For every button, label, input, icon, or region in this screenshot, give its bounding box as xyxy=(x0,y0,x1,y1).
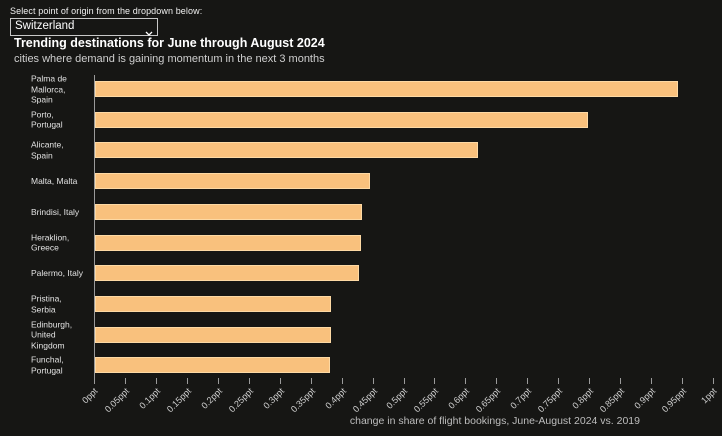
x-tick xyxy=(496,378,498,384)
bar xyxy=(95,265,360,282)
x-tick-label: 0.8ppt xyxy=(570,386,596,411)
x-tick-label: 0.35ppt xyxy=(288,386,317,415)
chart-title: Trending destinations for June through A… xyxy=(14,36,325,50)
x-tick xyxy=(651,378,653,384)
x-tick-label: 0.6ppt xyxy=(446,386,472,411)
origin-select-wrap: Switzerland xyxy=(10,16,158,36)
x-tick-label: 0.75ppt xyxy=(536,386,565,415)
x-tick xyxy=(558,378,560,384)
x-tick-label: 0.25ppt xyxy=(226,386,255,415)
x-tick-label: 1ppt xyxy=(699,386,720,406)
x-tick-label: 0.1ppt xyxy=(137,386,162,411)
x-tick xyxy=(310,378,312,384)
x-tick-label: 0.05ppt xyxy=(102,386,132,415)
y-axis-line xyxy=(94,75,95,384)
x-tick xyxy=(155,378,157,384)
category-label: Palma de Mallorca, Spain xyxy=(31,73,67,105)
x-tick-label: 0.4ppt xyxy=(322,386,348,411)
x-tick-label: 0.7ppt xyxy=(508,386,534,411)
x-tick xyxy=(589,378,591,384)
x-axis-caption: change in share of flight bookings, June… xyxy=(349,415,640,427)
x-tick-label: 0.55ppt xyxy=(412,386,441,415)
x-tick-label: 0.15ppt xyxy=(164,386,193,415)
category-label: Edinburgh, United Kingdom xyxy=(31,319,73,350)
category-label: Porto, Portugal xyxy=(31,109,63,130)
x-tick xyxy=(713,378,714,384)
category-label: Palermo, Italy xyxy=(31,268,83,279)
x-tick xyxy=(372,378,374,384)
bar xyxy=(95,173,371,190)
x-tick xyxy=(217,378,219,384)
chart-subtitle: cities where demand is gaining momentum … xyxy=(14,53,325,65)
x-tick xyxy=(465,378,467,384)
category-label: Funchal, Portugal xyxy=(31,354,64,376)
x-tick-label: 0.65ppt xyxy=(474,386,503,415)
x-tick xyxy=(682,378,684,384)
bar xyxy=(95,142,479,159)
x-tick xyxy=(341,378,343,384)
category-label: Malta, Malta xyxy=(31,175,78,186)
category-label: Alicante, Spain xyxy=(31,139,64,161)
x-tick xyxy=(527,378,529,384)
bar xyxy=(95,234,361,251)
x-tick xyxy=(124,378,126,384)
category-label: Brindisi, Italy xyxy=(31,206,80,217)
bar xyxy=(95,326,331,343)
category-label: Pristina, Serbia xyxy=(31,293,62,315)
x-tick xyxy=(94,378,95,384)
x-tick xyxy=(434,378,436,384)
x-tick xyxy=(186,378,188,384)
x-tick-label: 0.85ppt xyxy=(597,386,627,415)
x-tick xyxy=(248,378,250,384)
x-tick-label: 0.95ppt xyxy=(659,386,689,415)
x-tick xyxy=(403,378,405,384)
x-tick xyxy=(620,378,622,384)
x-tick-label: 0.5ppt xyxy=(384,386,410,411)
x-tick-label: 0.45ppt xyxy=(350,386,379,415)
x-tick-label: 0.2ppt xyxy=(199,386,224,411)
bar xyxy=(95,296,331,313)
x-tick xyxy=(279,378,281,384)
origin-select[interactable]: Switzerland xyxy=(10,17,158,36)
bar xyxy=(95,357,331,374)
bar xyxy=(95,111,588,128)
category-label: Heraklion, Greece xyxy=(31,232,70,253)
x-tick-label: 0ppt xyxy=(80,386,101,406)
bar xyxy=(95,203,362,220)
x-tick-label: 0.9ppt xyxy=(632,386,658,411)
bar xyxy=(95,81,679,97)
x-tick-label: 0.3ppt xyxy=(261,386,286,411)
origin-select-label: Select point of origin from the dropdown… xyxy=(10,6,203,16)
